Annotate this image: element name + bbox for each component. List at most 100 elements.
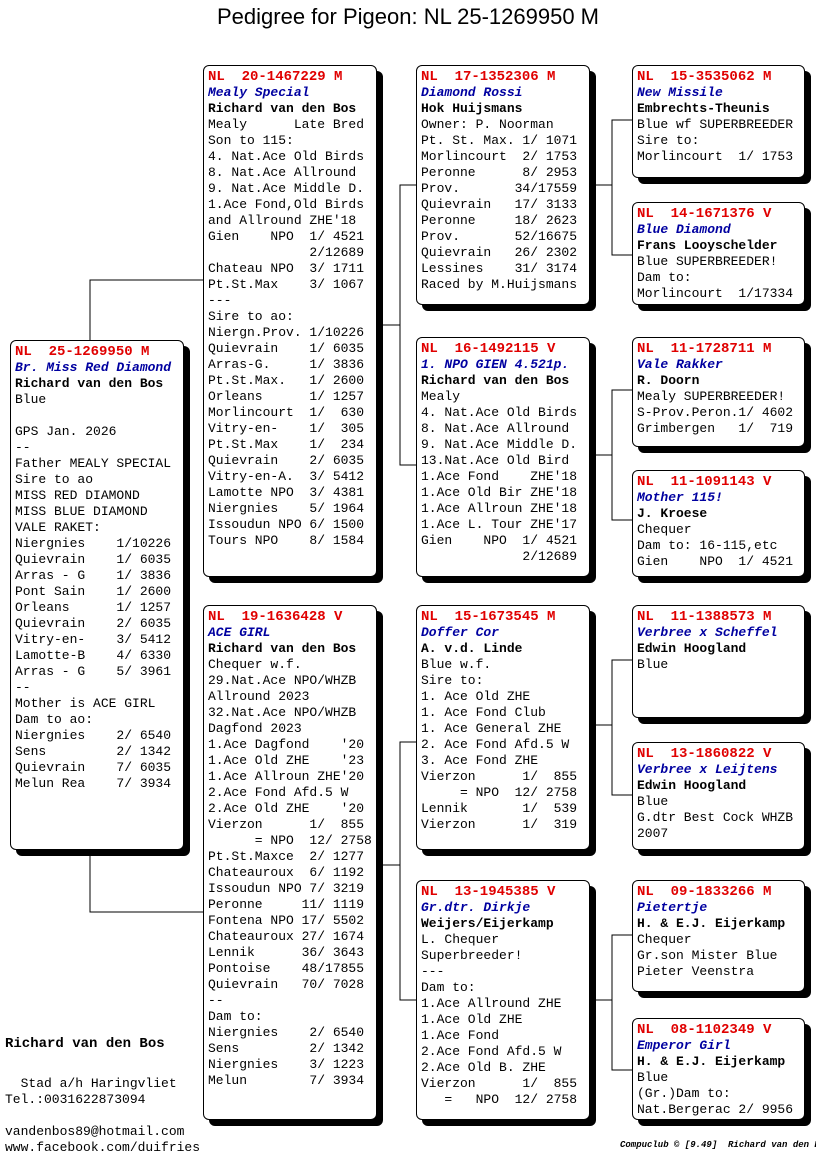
detail-line: Pt. St. Max. 1/ 1071 [421,133,578,148]
website: www.facebook.com/duifries [5,1140,201,1155]
details: Blue (Gr.)Dam to: Nat.Bergerac 2/ 9956 [637,1070,800,1118]
ring-number: NL 11-1091143 V [637,474,772,490]
details: Chequer w.f. 29.Nat.Ace NPO/WHZB Allround … [208,657,372,1089]
detail-line: Sens 2/ 1342 [15,744,172,759]
pigeon-name: Blue Diamond [637,222,731,237]
detail-line: Chateauroux 27/ 1674 [208,929,365,944]
ring-number: NL 13-1860822 V [637,746,772,762]
owner: Embrechts-Theunis [637,101,770,116]
pigeon-card: NL 13-1945385 V Gr.dtr. Dirkje Weijers/Eij… [416,880,590,1120]
detail-line: Son to 115: [208,133,294,148]
detail-line: 2. Ace Fond Afd.5 W [421,737,570,752]
pigeon-card: NL 19-1636428 V ACE GIRL Richard van den B… [203,605,377,1120]
detail-line: Vierzon 1/ 855 [208,817,365,832]
detail-line: Morlincourt 1/ 1753 [637,149,794,164]
detail-line: Mother is ACE GIRL [15,696,156,711]
detail-line: Vitry-en-A. 3/ 5412 [208,469,365,484]
owner: Richard van den Bos [421,373,570,388]
detail-line: Dam to: [637,270,692,285]
detail-line: Chequer w.f. [208,657,302,672]
detail-line: Blue [637,1070,669,1085]
pigeon-name: Verbree x Leijtens [637,762,778,777]
detail-line: Blue [15,392,47,407]
pigeon-card: NL 25-1269950 M Br. Miss Red Diamond Richa… [10,340,184,850]
detail-line: Pont Sain 1/ 2600 [15,584,172,599]
detail-line: Pontoise 48/17855 [208,961,365,976]
detail-line: Peronne 18/ 2623 [421,213,578,228]
owner: H. & E.J. Eijerkamp [637,1054,786,1069]
detail-line: Dam to: 16-115,etc [637,538,778,553]
details: Chequer Gr.son Mister Blue Pieter Veenstra [637,932,800,980]
details: Mealy 4. Nat.Ace Old Birds 8. Nat.Ace Allr… [421,389,585,565]
detail-line: = NPO 12/ 2758 [421,785,578,800]
pigeon-name: Br. Miss Red Diamond [15,360,172,375]
details: Mealy Late Bred Son to 115: 4. Nat.Ace Old… [208,117,372,549]
detail-line: = NPO 12/ 2758 [421,1092,578,1107]
owner: Hok Huijsmans [421,101,523,116]
title: Pedigree for Pigeon: NL 25-1269950 M [217,4,599,29]
address: Stad a/h Haringvliet [5,1076,177,1091]
detail-line: Sire to ao: [208,309,294,324]
detail-line: 2.Ace Old ZHE '20 [208,801,365,816]
detail-line: Blue wf SUPERBREEDER [637,117,794,132]
ring-number: NL 16-1492115 V [421,341,556,357]
detail-line: Raced by M.Huijsmans [421,277,578,292]
detail-line: G.dtr Best Cock WHZB [637,810,794,825]
detail-line: Nat.Bergerac 2/ 9956 [637,1102,794,1117]
ring-number: NL 15-1673545 M [421,609,556,625]
detail-line: Dagfond 2023 [208,721,302,736]
ring-number: NL 11-1388573 M [637,609,772,625]
detail-line: Chequer [637,932,692,947]
detail-line: 1.Ace Fond ZHE'18 [421,469,578,484]
detail-line: 2.Ace Fond Afd.5 W [421,1044,562,1059]
detail-line: Gien NPO 1/ 4521 [421,533,578,548]
phone: Tel.:0031622873094 [5,1092,146,1107]
detail-line: Owner: P. Noorman [421,117,554,132]
pigeon-name: Verbree x Scheffel [637,625,778,640]
detail-line: Gien NPO 1/ 4521 [637,554,794,569]
detail-line: Vitry-en- 1/ 305 [208,421,365,436]
detail-line: Mealy SUPERBREEDER! [637,389,786,404]
ring-number: NL 20-1467229 M [208,69,343,85]
detail-line: Quievrain 70/ 7028 [208,977,365,992]
details: Mealy SUPERBREEDER! S-Prov.Peron.1/ 4602 G… [637,389,800,437]
connector [590,659,632,796]
detail-line: -- [208,993,224,1008]
detail-line: Quievrain 17/ 3133 [421,197,578,212]
detail-line: 8. Nat.Ace Allround [208,165,357,180]
details: Blue wf SUPERBREEDER Sire to: Morlincourt … [637,117,800,165]
detail-line: 2/12689 [208,245,365,260]
connector [377,184,416,466]
detail-line: VALE RAKET: [15,520,101,535]
detail-line: 1. Ace Old ZHE [421,689,531,704]
detail-line: -- [15,440,31,455]
detail-line: 32.Nat.Ace NPO/WHZB [208,705,357,720]
detail-line: 8. Nat.Ace Allround [421,421,570,436]
detail-line: GPS Jan. 2026 [15,424,117,439]
detail-line: Prov. 34/17559 [421,181,578,196]
detail-line: Blue SUPERBREEDER! [637,254,778,269]
detail-line: Pt.St.Max 1/ 234 [208,437,365,452]
detail-line: Niergn.Prov. 1/10226 [208,325,365,340]
detail-line: 29.Nat.Ace NPO/WHZB [208,673,357,688]
pigeon-card: NL 11-1728711 M Vale Rakker R. Doorn Mealy … [632,337,805,447]
connector [89,850,203,913]
detail-line: --- [421,964,445,979]
detail-line: Vierzon 1/ 319 [421,817,578,832]
detail-line: 4. Nat.Ace Old Birds [208,149,365,164]
detail-line: 2/12689 [421,549,578,564]
pigeon-card: NL 09-1833266 M Pietertje H. & E.J. Eijerk… [632,880,805,992]
pigeon-name: Doffer Cor [421,625,500,640]
detail-line: Pt.St.Maxce 2/ 1277 [208,849,365,864]
detail-line: Prov. 52/16675 [421,229,578,244]
pigeon-card: NL 20-1467229 M Mealy Special Richard van … [203,65,377,577]
ring-number: NL 19-1636428 V [208,609,343,625]
detail-line: Blue [637,657,669,672]
detail-line: Blue [637,794,669,809]
details: Chequer Dam to: 16-115,etc Gien NPO 1/ 452… [637,522,800,570]
detail-line: Morlincourt 2/ 1753 [421,149,578,164]
pigeon-name: Mealy Special [208,85,310,100]
detail-line: Fontena NPO 17/ 5502 [208,913,365,928]
details: Blue [15,392,179,408]
detail-line: 1. Ace General ZHE [421,721,562,736]
